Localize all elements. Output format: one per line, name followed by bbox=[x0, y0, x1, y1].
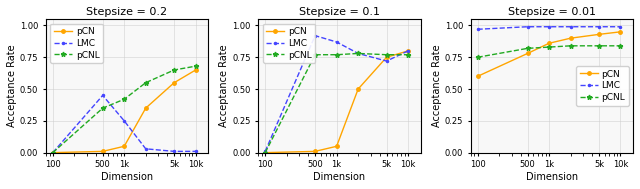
Legend: pCN, LMC, pCNL: pCN, LMC, pCNL bbox=[576, 66, 628, 106]
LMC bbox=[524, 26, 531, 28]
pCN bbox=[616, 31, 624, 33]
Legend: pCN, LMC, pCNL: pCN, LMC, pCNL bbox=[51, 24, 103, 63]
Line: LMC: LMC bbox=[263, 34, 410, 153]
X-axis label: Dimension: Dimension bbox=[526, 172, 578, 182]
LMC bbox=[474, 28, 481, 30]
Title: Stepsize = 0.01: Stepsize = 0.01 bbox=[508, 7, 596, 17]
Line: LMC: LMC bbox=[476, 25, 623, 31]
Y-axis label: Acceptance Rate: Acceptance Rate bbox=[432, 45, 442, 127]
LMC bbox=[333, 41, 340, 43]
pCN bbox=[120, 145, 128, 147]
Line: pCN: pCN bbox=[476, 30, 622, 78]
LMC bbox=[616, 26, 624, 28]
Line: pCN: pCN bbox=[264, 49, 410, 154]
pCN bbox=[142, 107, 150, 109]
LMC bbox=[261, 150, 269, 153]
pCNL bbox=[192, 65, 200, 67]
Y-axis label: Acceptance Rate: Acceptance Rate bbox=[7, 45, 17, 127]
pCNL bbox=[595, 45, 603, 47]
LMC bbox=[404, 50, 412, 52]
pCN bbox=[595, 33, 603, 36]
pCN bbox=[355, 88, 362, 90]
pCN bbox=[170, 82, 178, 84]
pCN bbox=[311, 150, 319, 153]
LMC bbox=[595, 26, 603, 28]
LMC bbox=[99, 94, 106, 97]
Line: LMC: LMC bbox=[51, 93, 198, 155]
pCN bbox=[99, 150, 106, 153]
Y-axis label: Acceptance Rate: Acceptance Rate bbox=[220, 45, 229, 127]
LMC bbox=[311, 35, 319, 37]
pCN bbox=[545, 42, 553, 44]
pCNL bbox=[545, 46, 553, 48]
LMC bbox=[545, 26, 553, 28]
pCNL bbox=[261, 152, 269, 154]
LMC bbox=[383, 60, 390, 62]
pCNL bbox=[170, 69, 178, 71]
LMC bbox=[170, 150, 178, 153]
pCN bbox=[474, 75, 481, 77]
pCNL bbox=[99, 107, 106, 109]
X-axis label: Dimension: Dimension bbox=[314, 172, 365, 182]
Line: pCNL: pCNL bbox=[263, 51, 410, 155]
X-axis label: Dimension: Dimension bbox=[101, 172, 153, 182]
LMC bbox=[142, 148, 150, 150]
Line: pCNL: pCNL bbox=[475, 43, 623, 60]
pCN bbox=[261, 152, 269, 154]
pCNL bbox=[616, 45, 624, 47]
pCN bbox=[524, 52, 531, 55]
LMC bbox=[192, 150, 200, 153]
pCNL bbox=[49, 152, 56, 154]
pCN bbox=[383, 56, 390, 58]
pCNL bbox=[566, 45, 574, 47]
pCN bbox=[49, 152, 56, 154]
pCNL bbox=[311, 54, 319, 56]
LMC bbox=[120, 120, 128, 122]
Line: pCN: pCN bbox=[51, 68, 197, 154]
pCNL bbox=[383, 54, 390, 56]
pCNL bbox=[142, 82, 150, 84]
pCN bbox=[192, 69, 200, 71]
pCNL bbox=[355, 52, 362, 55]
LMC bbox=[49, 152, 56, 154]
Title: Stepsize = 0.2: Stepsize = 0.2 bbox=[86, 7, 168, 17]
pCNL bbox=[404, 54, 412, 56]
LMC bbox=[566, 26, 574, 28]
pCN bbox=[404, 50, 412, 52]
Legend: pCN, LMC, pCNL: pCN, LMC, pCNL bbox=[263, 24, 316, 63]
Line: pCNL: pCNL bbox=[51, 64, 198, 155]
pCNL bbox=[474, 56, 481, 58]
pCNL bbox=[524, 47, 531, 50]
LMC bbox=[355, 52, 362, 55]
pCN bbox=[333, 145, 340, 147]
pCN bbox=[566, 37, 574, 39]
pCNL bbox=[333, 54, 340, 56]
pCNL bbox=[120, 98, 128, 100]
Title: Stepsize = 0.1: Stepsize = 0.1 bbox=[299, 7, 380, 17]
